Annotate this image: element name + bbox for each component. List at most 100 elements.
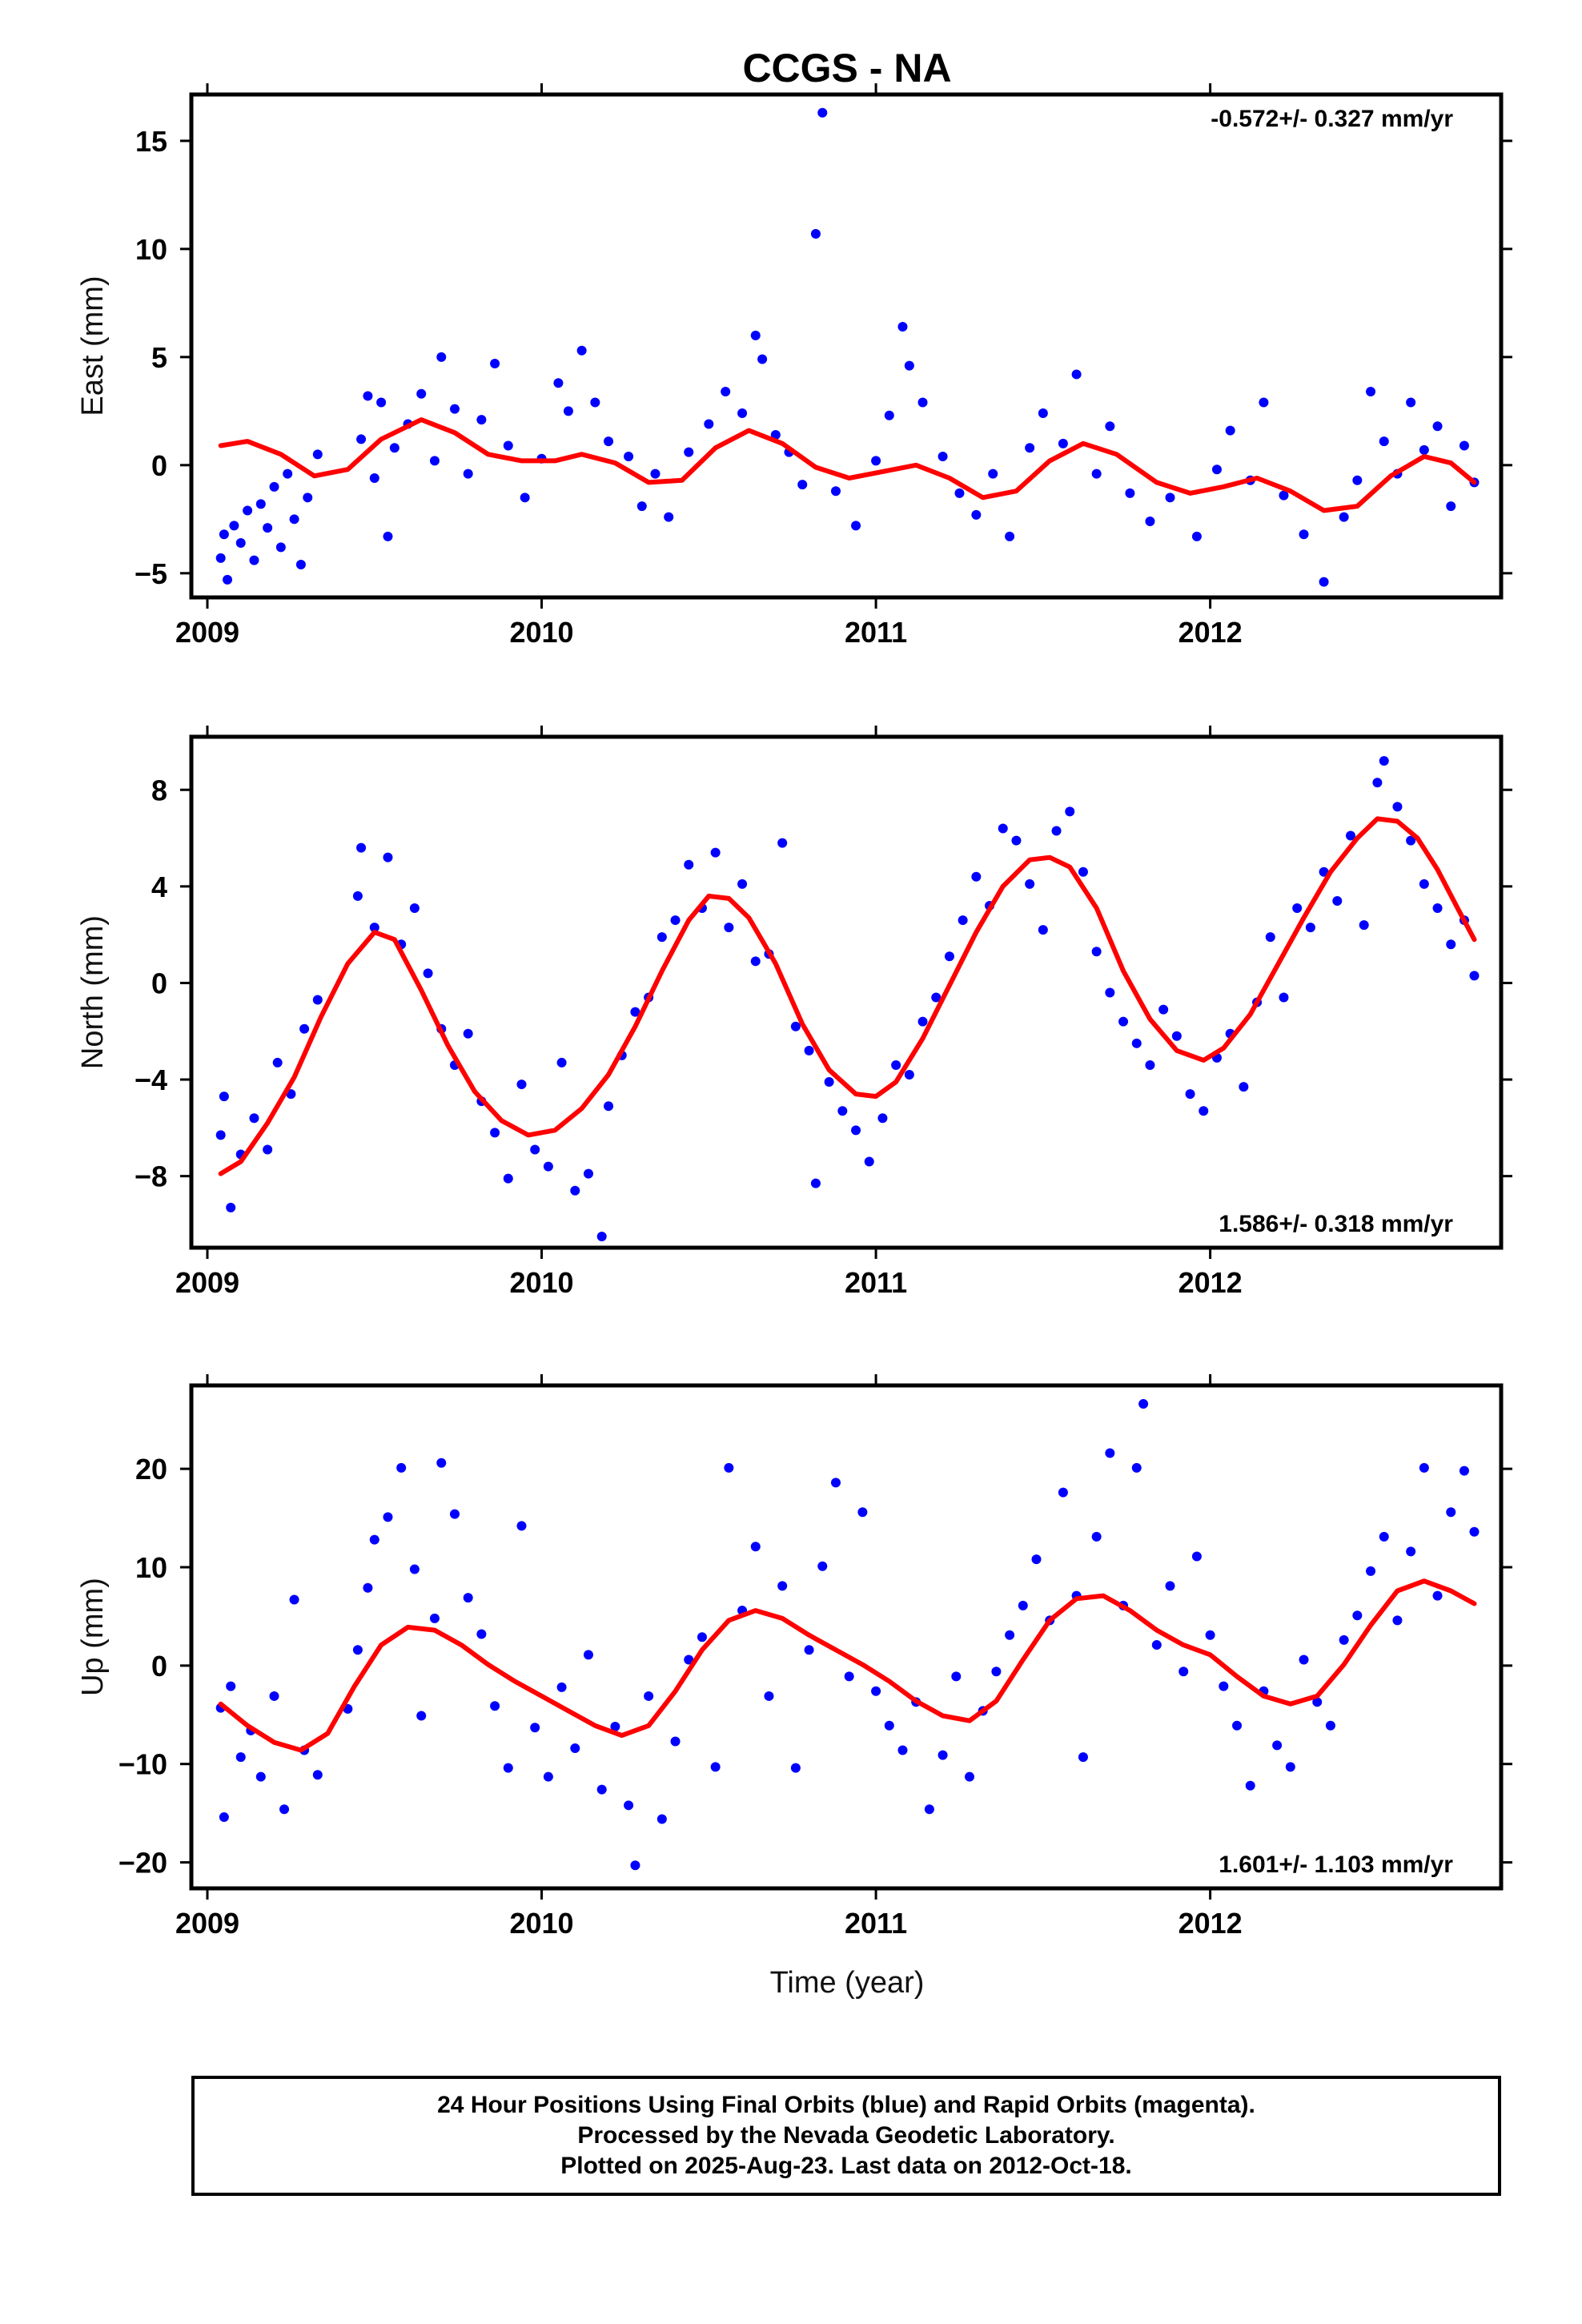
data-point <box>864 1156 874 1167</box>
data-point <box>1406 835 1416 846</box>
data-point <box>219 529 229 540</box>
y-tick-label: 0 <box>151 449 167 482</box>
data-point <box>1018 1600 1028 1610</box>
points-series <box>215 1399 1480 1871</box>
data-point <box>954 488 965 498</box>
footer-line-1: 24 Hour Positions Using Final Orbits (bl… <box>437 2092 1255 2118</box>
y-tick-label: 20 <box>135 1453 167 1486</box>
data-point <box>897 1745 908 1755</box>
data-point <box>644 1691 654 1701</box>
data-point <box>1432 903 1443 913</box>
data-point <box>1245 1780 1255 1791</box>
data-point <box>1406 1546 1416 1557</box>
x-tick-label: 2010 <box>509 616 573 649</box>
y-tick-label: 8 <box>151 774 167 806</box>
x-tick-label: 2010 <box>509 1907 573 1940</box>
data-point <box>624 1800 634 1811</box>
data-point <box>1178 1667 1189 1677</box>
data-point <box>1345 830 1355 841</box>
fit-line <box>218 1578 1477 1753</box>
data-point <box>215 553 226 563</box>
data-point <box>1138 1399 1149 1409</box>
data-point <box>1205 1630 1215 1640</box>
data-point <box>777 1581 788 1591</box>
data-point <box>396 1462 407 1473</box>
data-point <box>1459 1466 1469 1476</box>
data-point <box>1191 1551 1202 1562</box>
data-point <box>226 1681 236 1691</box>
data-point <box>904 360 914 371</box>
data-point <box>1359 920 1369 931</box>
data-point <box>295 560 306 570</box>
data-point <box>964 1771 974 1782</box>
data-point <box>283 468 293 479</box>
data-point <box>263 523 273 533</box>
data-point <box>219 1092 229 1102</box>
data-point <box>1366 387 1376 397</box>
x-axis-label: Time (year) <box>770 1966 925 2000</box>
data-point <box>1118 1016 1129 1027</box>
data-point <box>804 1045 814 1055</box>
data-point <box>1078 1752 1088 1763</box>
data-point <box>1185 1089 1195 1100</box>
data-point <box>704 419 714 429</box>
data-point <box>1432 421 1443 432</box>
panel-1: −5 0 5 10 15 2009 2010 2011 2012 East (mm) -0.572+… <box>76 83 1512 649</box>
data-point <box>429 456 440 466</box>
data-point <box>810 1178 821 1188</box>
data-point <box>857 1507 868 1518</box>
data-point <box>476 1629 487 1639</box>
y-tick-label: 0 <box>151 967 167 999</box>
data-point <box>1058 1487 1068 1498</box>
y-tick-label: −20 <box>118 1847 167 1880</box>
data-point <box>356 434 367 444</box>
data-point <box>490 1701 500 1711</box>
data-point <box>624 452 634 462</box>
data-point <box>476 415 487 425</box>
data-point <box>1352 475 1363 485</box>
data-point <box>449 404 460 414</box>
data-point <box>998 823 1008 834</box>
x-tick-label: 2012 <box>1178 1907 1243 1940</box>
data-point <box>1379 756 1389 766</box>
data-point <box>436 352 447 362</box>
data-point <box>737 408 748 419</box>
data-point <box>1265 932 1275 943</box>
data-point <box>429 1613 440 1623</box>
data-point <box>1432 1590 1443 1601</box>
data-point <box>1379 1531 1389 1542</box>
data-point <box>770 430 781 440</box>
data-point <box>958 915 968 926</box>
y-tick-label: 10 <box>135 233 167 266</box>
data-point <box>229 521 239 531</box>
data-point <box>490 358 500 368</box>
x-tick-label: 2009 <box>175 1907 239 1940</box>
data-point <box>1272 1740 1283 1751</box>
data-point <box>312 449 323 460</box>
data-point <box>279 1804 290 1815</box>
data-point <box>356 842 367 853</box>
x-tick-label: 2009 <box>175 1266 239 1299</box>
data-point <box>991 1667 1002 1677</box>
data-point <box>249 555 259 565</box>
data-point <box>303 493 313 503</box>
data-point <box>710 1762 721 1772</box>
data-point <box>697 1632 707 1642</box>
data-point <box>1392 1615 1403 1626</box>
data-point <box>383 852 393 862</box>
data-point <box>656 1814 667 1824</box>
data-point <box>1078 866 1088 877</box>
data-point <box>543 1161 553 1172</box>
x-tick-label: 2011 <box>845 616 907 649</box>
data-point <box>810 228 821 239</box>
points-series <box>215 107 1480 587</box>
data-point <box>1165 493 1175 503</box>
footer-line-2: Processed by the Nevada Geodetic Laborat… <box>577 2122 1115 2149</box>
chart-title: CCGS - NA <box>742 46 951 90</box>
data-point <box>363 391 373 401</box>
y-axis-label: Up (mm) <box>76 1578 110 1696</box>
data-point <box>449 1509 460 1519</box>
data-point <box>804 1645 814 1655</box>
data-point <box>226 1202 236 1212</box>
